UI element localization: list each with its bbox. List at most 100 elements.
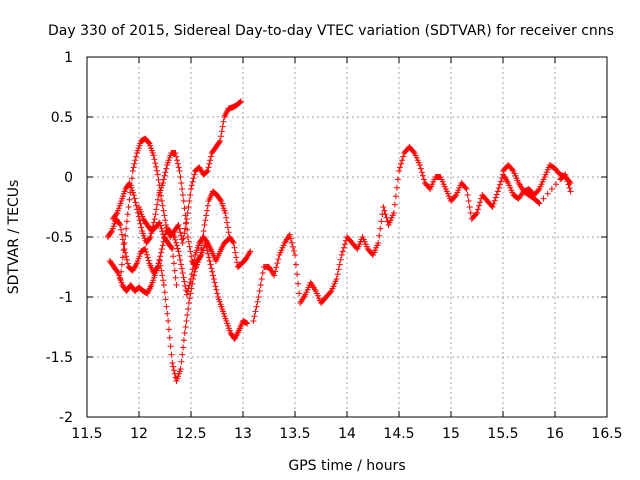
data-point	[185, 238, 192, 245]
data-point	[183, 216, 190, 222]
x-tick-label: 16.5	[591, 426, 622, 442]
data-point	[157, 222, 164, 229]
data-point	[163, 303, 170, 310]
data-point	[223, 219, 230, 226]
data-point	[161, 289, 168, 296]
data-point	[275, 256, 282, 263]
data-point	[124, 260, 131, 267]
data-point	[244, 320, 251, 327]
data-point	[209, 268, 216, 275]
data-point	[174, 245, 181, 252]
data-point	[207, 153, 214, 160]
data-point	[121, 240, 128, 246]
data-point	[210, 276, 217, 282]
axis-ticks	[86, 56, 608, 418]
y-tick-label: 0.5	[51, 110, 73, 126]
data-point	[176, 168, 183, 174]
data-point	[467, 210, 474, 216]
data-point	[553, 181, 560, 188]
data-point	[217, 196, 224, 203]
data-point	[116, 220, 123, 227]
data-point	[399, 157, 406, 164]
data-point	[211, 279, 218, 286]
data-point	[174, 157, 181, 164]
data-point	[146, 235, 153, 242]
data-point	[159, 202, 166, 209]
data-point	[176, 225, 183, 232]
data-point	[200, 228, 207, 234]
data-point	[182, 282, 189, 289]
data-point	[286, 231, 293, 238]
series-arc-g	[136, 204, 180, 288]
data-point	[181, 278, 188, 285]
data-point	[161, 172, 168, 179]
data-point	[338, 252, 345, 258]
data-point	[340, 244, 347, 251]
data-point	[207, 261, 214, 268]
data-point	[190, 175, 197, 182]
data-point	[180, 274, 187, 281]
data-point	[162, 169, 169, 176]
data-point	[133, 261, 140, 268]
data-point	[272, 268, 279, 275]
data-point	[153, 206, 160, 213]
data-point	[171, 267, 178, 274]
data-point	[259, 270, 266, 276]
data-point	[153, 265, 160, 272]
data-point	[188, 271, 195, 278]
x-tick-label: 14.5	[383, 426, 414, 442]
data-point	[206, 160, 213, 167]
data-point	[154, 201, 161, 208]
y-tick-label: -0.5	[46, 230, 73, 246]
data-point	[170, 253, 177, 260]
data-point	[173, 242, 180, 249]
data-point	[173, 239, 180, 246]
data-point	[257, 282, 264, 288]
data-point	[380, 204, 387, 210]
data-point	[463, 186, 470, 192]
data-point	[152, 160, 159, 167]
data-point	[184, 288, 191, 295]
y-tick-label: -1	[59, 290, 73, 306]
data-point	[232, 249, 239, 256]
data-point	[274, 260, 281, 267]
data-point	[562, 171, 569, 178]
data-point	[216, 139, 223, 146]
series-arc-b	[110, 150, 254, 270]
data-point	[132, 199, 139, 206]
data-point	[540, 195, 547, 202]
data-point	[166, 334, 173, 341]
data-point	[222, 210, 229, 216]
data-point	[121, 246, 128, 252]
data-point	[157, 253, 164, 260]
data-point	[233, 254, 240, 261]
data-point	[565, 181, 572, 188]
data-point	[163, 165, 170, 172]
series-arc-f	[500, 162, 574, 207]
data-point	[154, 264, 161, 270]
data-point	[124, 211, 131, 218]
data-point	[418, 169, 425, 176]
data-point	[118, 231, 125, 238]
data-point	[129, 168, 136, 174]
data-point	[164, 310, 171, 317]
data-point	[185, 204, 192, 210]
data-point	[183, 291, 190, 298]
data-point	[203, 168, 210, 175]
data-point	[410, 148, 417, 155]
data-point	[382, 211, 389, 218]
data-point	[225, 229, 232, 236]
data-point	[210, 272, 217, 279]
data-point	[178, 358, 185, 365]
data-point	[186, 198, 193, 204]
data-point	[137, 220, 144, 227]
data-point	[147, 234, 154, 240]
data-point	[159, 228, 166, 235]
data-point	[145, 139, 152, 146]
data-point	[170, 232, 177, 239]
data-point	[168, 351, 175, 358]
data-point	[271, 272, 278, 279]
data-point	[176, 252, 183, 259]
data-point	[217, 138, 224, 144]
data-point	[258, 276, 265, 282]
